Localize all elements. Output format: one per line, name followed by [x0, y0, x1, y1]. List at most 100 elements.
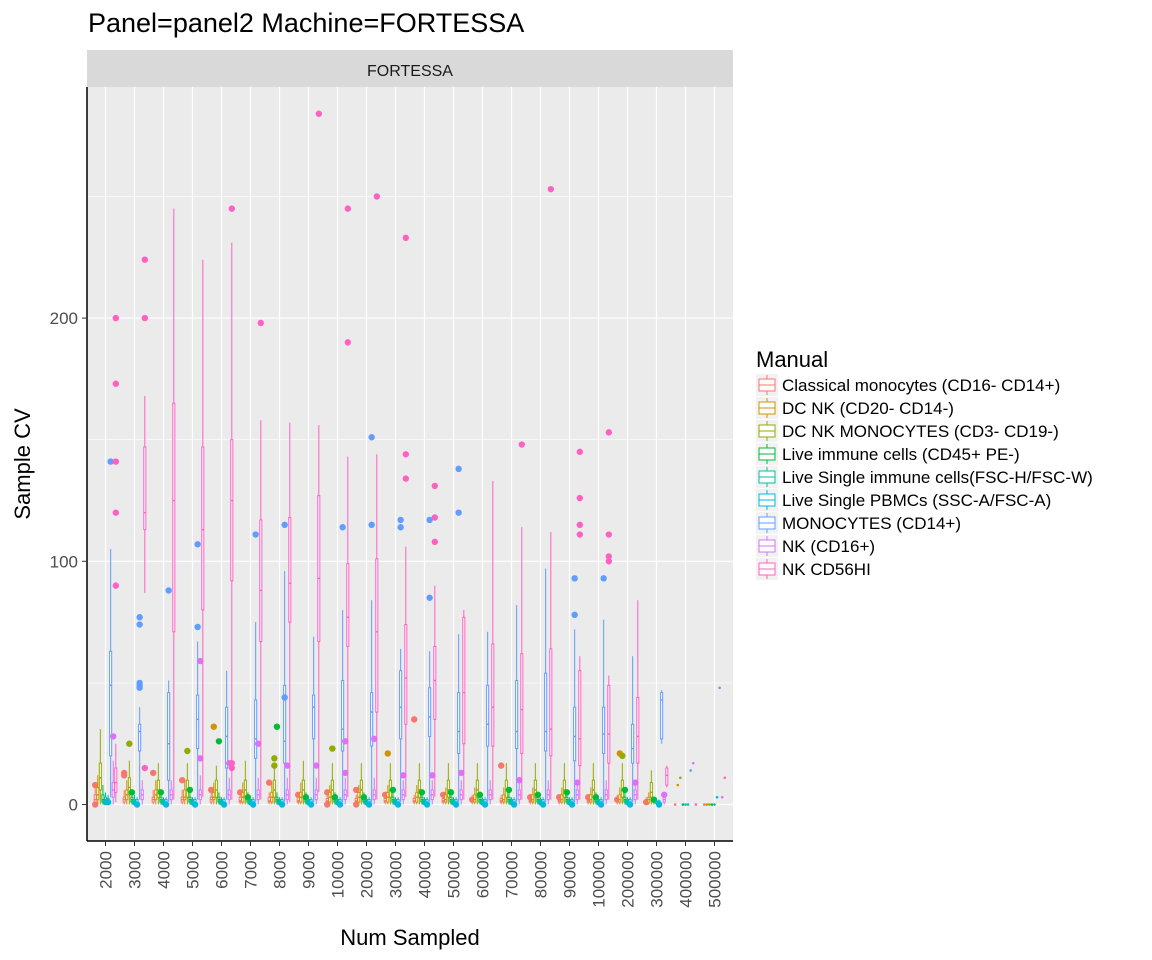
- box-80000: [531, 787, 535, 805]
- single-point: [705, 803, 709, 806]
- box-iqr: [346, 563, 350, 647]
- box-iqr: [486, 684, 490, 747]
- box-3000: [140, 780, 144, 805]
- box-iqr: [212, 791, 216, 801]
- outlier-point: [576, 531, 584, 538]
- x-tick-label: 90000: [561, 851, 580, 898]
- box-90000: [571, 575, 578, 803]
- box-40000: [415, 785, 419, 805]
- box-60000: [476, 791, 484, 805]
- outlier-point: [281, 694, 288, 701]
- box-5000: [197, 657, 204, 805]
- box-8000: [265, 779, 273, 805]
- box-10000: [328, 785, 332, 805]
- box-iqr: [283, 684, 287, 764]
- box-iqr: [562, 779, 566, 798]
- outlier-point: [271, 755, 278, 762]
- outlier-point: [228, 764, 236, 772]
- outlier-point: [365, 801, 373, 808]
- single-point: [720, 795, 724, 799]
- outlier-point: [128, 789, 136, 796]
- box-30000: [384, 750, 391, 805]
- box-90000: [562, 763, 566, 805]
- box-70000: [516, 776, 523, 805]
- box-60000: [486, 631, 490, 803]
- box-40000: [410, 716, 418, 805]
- outlier-point: [249, 801, 257, 808]
- outlier-point: [281, 521, 288, 529]
- box-400000: [681, 803, 685, 806]
- outlier-point: [458, 769, 465, 777]
- box-200000: [632, 779, 639, 805]
- x-tick-label: 5000: [184, 851, 203, 889]
- single-point: [681, 803, 685, 806]
- x-tick-label: 100000: [590, 851, 609, 908]
- box-400000: [694, 803, 698, 806]
- box-9000: [312, 636, 316, 803]
- legend-item-8: NK CD56HI: [756, 558, 871, 580]
- outlier-point: [110, 733, 117, 740]
- outlier-point: [149, 769, 157, 777]
- box-iqr: [225, 706, 229, 769]
- outlier-point: [184, 747, 191, 755]
- outlier-point: [619, 752, 626, 760]
- outlier-point: [661, 791, 668, 798]
- outlier-point: [197, 755, 204, 762]
- box-iqr: [167, 692, 171, 781]
- box-iqr: [573, 706, 577, 762]
- outlier-point: [418, 789, 426, 796]
- outlier-point: [516, 776, 523, 784]
- legend-item-1: DC NK (CD20- CD14-): [756, 397, 954, 419]
- box-7000: [249, 797, 257, 808]
- box-30000: [397, 516, 404, 803]
- box-70000: [510, 797, 518, 808]
- series-8: [112, 110, 727, 806]
- box-4000: [154, 780, 158, 805]
- outlier-point: [397, 524, 404, 531]
- box-500000: [713, 803, 716, 806]
- outlier-point: [141, 256, 149, 263]
- chart-title: Panel=panel2 Machine=FORTESSA: [88, 8, 524, 38]
- box-iqr: [288, 517, 292, 623]
- legend: Manual Classical monocytes (CD16- CD14+)…: [756, 347, 1093, 580]
- box-200000: [626, 797, 634, 808]
- box-iqr: [544, 672, 548, 752]
- box-iqr: [172, 402, 176, 633]
- legend-label: NK CD56HI: [782, 560, 871, 579]
- box-4000: [165, 587, 172, 803]
- outlier-point: [273, 723, 281, 730]
- series-0: [91, 716, 706, 808]
- outlier-point: [452, 801, 460, 808]
- single-point: [694, 803, 698, 806]
- box-400000: [684, 803, 687, 806]
- x-tick-label: 200000: [619, 851, 638, 908]
- outlier-point: [352, 801, 360, 808]
- box-iqr: [457, 692, 461, 754]
- box-iqr: [341, 679, 345, 752]
- outlier-point: [157, 789, 165, 796]
- box-400000: [673, 803, 677, 806]
- box-3000: [133, 797, 141, 808]
- outlier-point: [194, 623, 201, 631]
- facet-strip: [87, 50, 733, 87]
- box-400000: [679, 776, 682, 780]
- gridlines: [87, 87, 733, 841]
- outlier-point: [626, 801, 634, 808]
- outlier-point: [133, 801, 141, 808]
- box-iqr: [272, 779, 276, 798]
- outlier-point: [621, 786, 629, 794]
- box-70000: [518, 441, 526, 800]
- outlier-point: [265, 779, 273, 786]
- box-40000: [417, 763, 421, 805]
- box-500000: [710, 803, 714, 806]
- box-90000: [560, 787, 564, 805]
- outlier-point: [505, 786, 513, 794]
- box-500000: [715, 795, 719, 799]
- outlier-point: [344, 205, 352, 212]
- outlier-point: [497, 762, 505, 769]
- outlier-point: [120, 769, 128, 777]
- box-iqr: [196, 694, 200, 750]
- outlier-point: [323, 801, 331, 808]
- box-6000: [228, 205, 236, 800]
- outlier-point: [112, 380, 120, 387]
